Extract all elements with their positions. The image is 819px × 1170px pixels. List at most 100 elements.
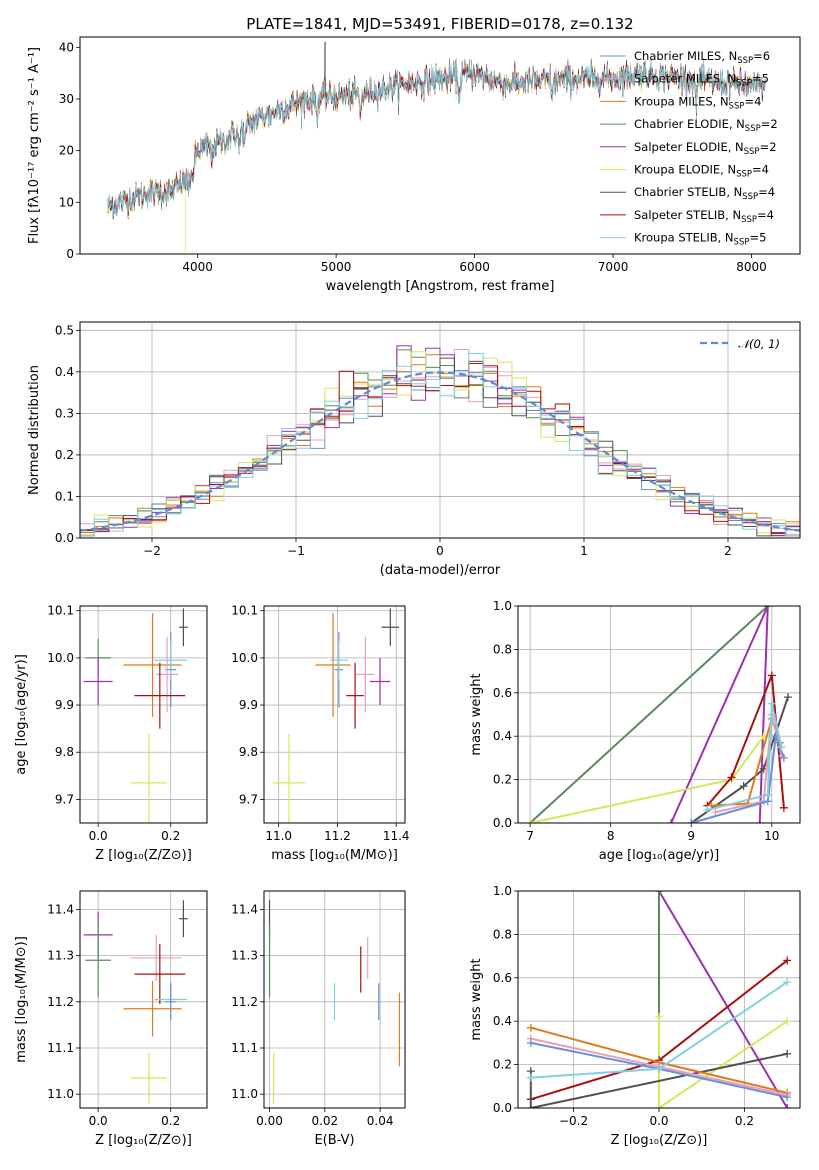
figure-title: PLATE=1841, MJD=53491, FIBERID=0178, z=0… <box>246 15 633 33</box>
panel-residuals: −2 −1 0 1 2 0.0 0.1 0.2 0.3 0.4 0.5 (data-model)/er… <box>27 321 801 578</box>
x-tick-label: 8000 <box>736 260 767 274</box>
weight-series-kroupa-stelib <box>526 978 792 1082</box>
legend-entry: Chabrier STELIB, NSSP=4 <box>634 185 775 202</box>
y-tick-label: 0.8 <box>493 927 512 941</box>
errorbar-point-salpeter-stelib <box>134 662 186 729</box>
errorbar-point-kroupa-stelib <box>154 641 188 680</box>
legend-name: Chabrier STELIB, N <box>634 185 742 199</box>
weight-line <box>658 1016 788 1108</box>
y-tick-label: 10.1 <box>231 604 258 618</box>
weight-marker <box>667 819 676 823</box>
legend-suffix: =5 <box>752 72 769 86</box>
weight-marker <box>687 819 696 823</box>
weight-marker <box>783 1093 792 1102</box>
weight-marker <box>703 805 712 814</box>
x-tick-label: 0.2 <box>161 1114 180 1128</box>
y-tick-label: 0.2 <box>493 773 512 787</box>
grid-mass_vs_Z <box>80 891 207 1108</box>
x-axis-label: (data-model)/error <box>380 563 501 578</box>
x-tick-label: 0.2 <box>161 829 180 843</box>
x-tick-label: 10 <box>764 829 779 843</box>
y-tick-label: 9.7 <box>239 792 258 806</box>
y-tick-label: 9.7 <box>55 792 74 806</box>
errorbar-point-salpeter-elodie <box>369 657 391 706</box>
axes-frame <box>263 890 406 1109</box>
weight-marker <box>783 1104 792 1108</box>
weight-marker <box>711 808 720 817</box>
legend-entry: 𝒩(0, 1) <box>738 337 780 351</box>
axes-frame <box>517 605 801 824</box>
histogram-kroupa-stelib <box>80 353 800 538</box>
weight-marker <box>779 753 788 762</box>
x-tick-label: 7000 <box>598 260 629 274</box>
grid-age_vs_mass <box>264 606 405 823</box>
weight-marker <box>783 1017 792 1026</box>
y-tick-label: 9.8 <box>239 745 258 759</box>
panel-spectrum: 4000 5000 6000 7000 8000 0 10 20 30 40 wavelength … <box>27 36 801 294</box>
y-tick-label: 1.0 <box>493 884 512 898</box>
errorbar-point-chabrier-elodie <box>85 923 111 998</box>
x-tick-label: 0 <box>436 544 444 558</box>
y-tick-label: 11.1 <box>231 1041 258 1055</box>
weight-marker <box>783 693 792 702</box>
y-tick-label: 0.0 <box>55 531 74 545</box>
y-tick-label: 11.2 <box>47 995 74 1009</box>
y-tick-label: 10.1 <box>47 604 74 618</box>
legend-subscript: SSP <box>736 79 752 89</box>
x-tick-label: 4000 <box>182 260 213 274</box>
y-tick-label: 9.8 <box>55 745 74 759</box>
weight-line <box>715 714 783 814</box>
weight-marker <box>526 1038 535 1047</box>
weight-marker <box>763 606 772 610</box>
x-axis-label: Z [log₁₀(Z/Z⊙)] <box>95 1133 192 1148</box>
grid-weight_vs_age <box>518 605 800 824</box>
x-tick-label: 11.2 <box>324 829 351 843</box>
legend-suffix: =4 <box>744 94 761 108</box>
weight-marker <box>777 743 786 752</box>
weight-marker <box>526 1104 535 1108</box>
legend-subscript: SSP <box>734 238 750 248</box>
x-tick-label: 0.00 <box>256 1114 283 1128</box>
weight-marker <box>727 773 736 782</box>
legend-suffix: =4 <box>758 185 775 199</box>
y-tick-label: 9.9 <box>55 698 74 712</box>
weight-marker <box>526 1073 535 1082</box>
errorbar-point-kroupa-elodie <box>130 1052 168 1104</box>
weight-marker <box>739 782 748 791</box>
legend-subscript: SSP <box>744 147 760 157</box>
x-tick-label: 7 <box>526 829 534 843</box>
errorbar-point-kroupa-elodie <box>130 733 168 823</box>
y-axis-label: Normed distribution <box>27 365 42 495</box>
weight-marker <box>783 956 792 965</box>
y-tick-label: 0.5 <box>55 323 74 337</box>
legend-suffix: =4 <box>752 163 769 177</box>
x-tick-label: 9 <box>687 829 695 843</box>
x-tick-label: 5000 <box>321 260 352 274</box>
x-tick-label: 0.02 <box>311 1114 338 1128</box>
y-tick-label: 30 <box>59 92 74 106</box>
weight-series-kroupa-elodie <box>655 1012 792 1108</box>
axes-frame <box>79 890 208 1109</box>
errorbar-point-chabrier-miles <box>165 983 177 1021</box>
y-tick-label: 0 <box>66 247 74 261</box>
x-axis-label: mass [log₁₀(M/M⊙)] <box>271 848 398 863</box>
weight-marker <box>783 1049 792 1058</box>
legend-name: Kroupa STELIB, N <box>634 231 734 245</box>
x-tick-label: −0.2 <box>559 1114 588 1128</box>
y-axis-label: mass weight <box>469 673 484 755</box>
weight-series-kroupa-stelib <box>703 699 786 814</box>
x-axis-label: Z [log₁₀(Z/Z⊙)] <box>95 848 192 863</box>
errorbar-point-chabrier-stelib <box>381 608 400 647</box>
errorbar-point-salpeter-stelib <box>346 662 364 729</box>
legend-name: Chabrier ELODIE, N <box>634 117 745 131</box>
legend-entry: Salpeter STELIB, NSSP=4 <box>634 208 774 225</box>
errorbar-point-kroupa-stelib <box>330 641 348 680</box>
plot-area-age_vs_Z <box>83 608 188 823</box>
legend-name: Kroupa MILES, N <box>634 94 729 108</box>
weight-line <box>707 703 783 811</box>
y-axis-label: Flux [fλ10⁻¹⁷ erg cm⁻² s⁻¹ A⁻¹] <box>27 47 42 244</box>
y-tick-label: 0.6 <box>493 971 512 985</box>
legend-name: Salpeter STELIB, N <box>634 208 741 222</box>
weight-marker <box>655 1012 663 1021</box>
